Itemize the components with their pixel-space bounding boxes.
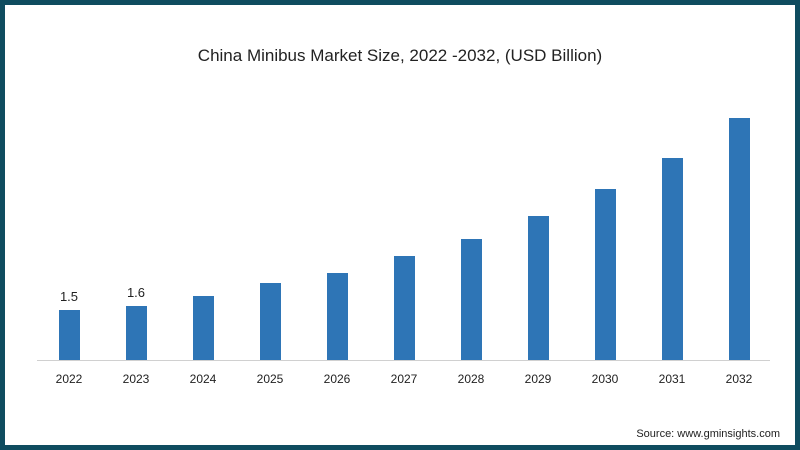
- bar-2030: [595, 188, 616, 360]
- x-axis-line: [37, 360, 770, 361]
- x-tick-label: 2023: [122, 372, 150, 386]
- bar-2026: [327, 272, 348, 360]
- bar-2029: [528, 215, 549, 360]
- x-tick-label: 2022: [55, 372, 83, 386]
- data-label: 1.6: [126, 285, 146, 301]
- x-tick-label: 2027: [390, 372, 418, 386]
- data-label: 1.5: [59, 288, 79, 304]
- bar-2027: [394, 255, 415, 360]
- bar-2032: [729, 118, 750, 360]
- bar-2024: [193, 296, 214, 360]
- chart-title: China Minibus Market Size, 2022 -2032, (…: [197, 46, 603, 65]
- bar-2028: [461, 239, 482, 360]
- x-tick-label: 2031: [658, 372, 686, 386]
- x-tick-label: 2025: [256, 372, 284, 386]
- bar-2025: [260, 282, 281, 360]
- source-note: Source: www.gminsights.com: [636, 428, 780, 440]
- x-tick-label: 2032: [725, 372, 753, 386]
- bar-2023: [126, 306, 147, 360]
- x-tick-label: 2029: [524, 372, 552, 386]
- bar-2022: [59, 309, 80, 360]
- x-tick-label: 2030: [591, 372, 619, 386]
- x-tick-label: 2026: [323, 372, 351, 386]
- bar-2031: [662, 158, 683, 360]
- x-tick-label: 2028: [457, 372, 485, 386]
- x-tick-label: 2024: [189, 372, 217, 386]
